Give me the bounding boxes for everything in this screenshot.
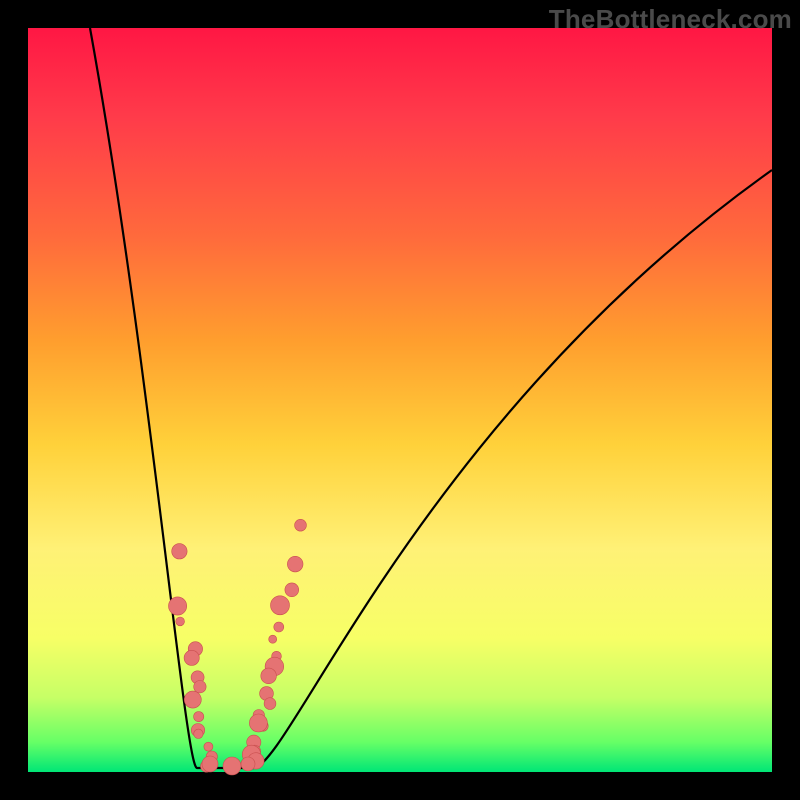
watermark-text: TheBottleneck.com — [549, 4, 792, 35]
plot-area — [28, 28, 772, 772]
canvas: TheBottleneck.com — [0, 0, 800, 800]
